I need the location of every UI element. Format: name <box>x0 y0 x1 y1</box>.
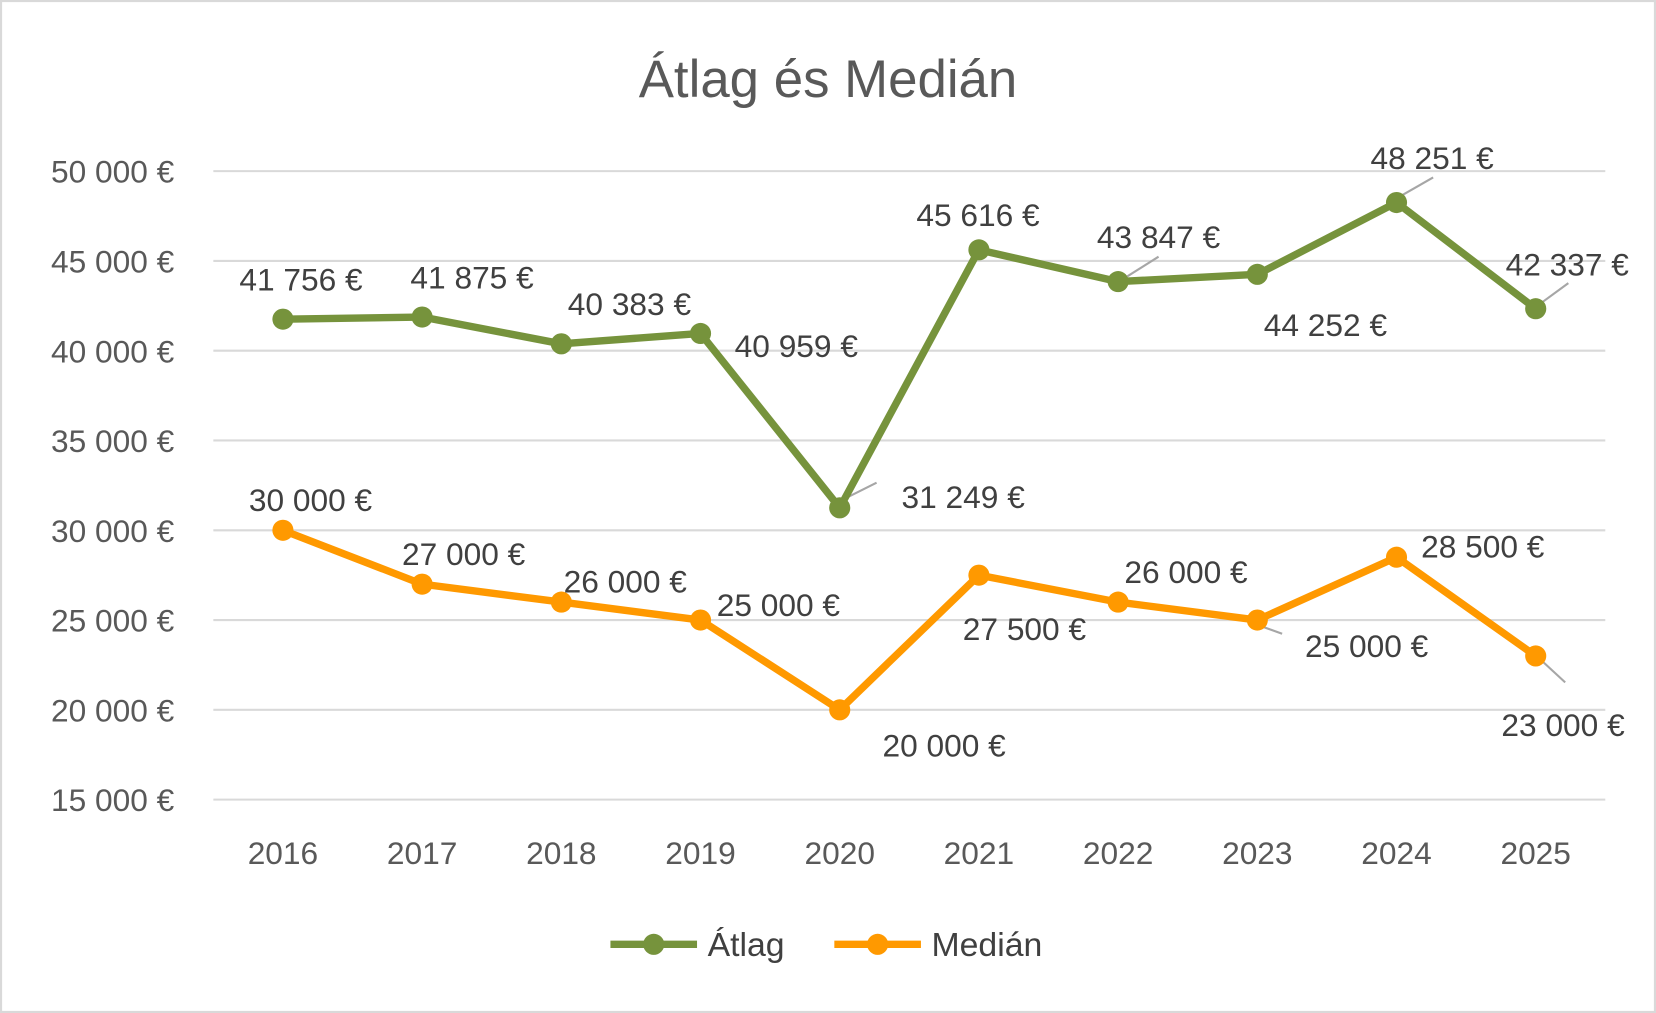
data-label: 26 000 € <box>564 564 688 600</box>
data-point <box>1525 298 1547 320</box>
legend-label: Medián <box>932 926 1043 964</box>
data-label: 40 383 € <box>568 286 692 322</box>
data-point <box>1385 191 1408 214</box>
data-label: 25 000 € <box>1305 628 1429 664</box>
data-label: 48 251 € <box>1370 140 1494 176</box>
data-label: 31 249 € <box>902 479 1026 515</box>
series-line-0 <box>282 198 1538 512</box>
data-label: 43 847 € <box>1097 219 1221 255</box>
x-tick-label: 2017 <box>387 835 457 871</box>
legend-label: Átlag <box>708 926 785 964</box>
data-point <box>968 239 990 261</box>
x-tick-label: 2023 <box>1222 835 1292 871</box>
chart-title: Átlag és Medián <box>639 50 1018 109</box>
data-point <box>1107 271 1129 293</box>
data-point <box>829 497 851 519</box>
data-label: 27 500 € <box>963 611 1087 647</box>
data-label: 41 756 € <box>239 261 363 297</box>
y-tick-label: 35 000 € <box>51 423 175 459</box>
data-point <box>689 322 712 345</box>
y-tick-label: 25 000 € <box>51 603 175 639</box>
data-point <box>1525 645 1547 667</box>
y-tick-label: 20 000 € <box>51 692 175 728</box>
x-tick-label: 2021 <box>944 835 1014 871</box>
data-point <box>272 308 294 330</box>
data-point <box>550 333 572 355</box>
x-tick-label: 2020 <box>804 835 874 871</box>
x-tick-label: 2016 <box>248 835 318 871</box>
leader-line <box>1121 255 1160 281</box>
data-point <box>272 519 294 541</box>
data-label: 30 000 € <box>249 482 373 518</box>
data-label: 42 337 € <box>1506 247 1630 283</box>
data-label: 40 959 € <box>735 328 859 364</box>
data-point <box>689 609 712 631</box>
data-point <box>1246 609 1268 631</box>
data-point <box>411 306 433 328</box>
y-tick-label: 40 000 € <box>51 333 175 369</box>
data-point <box>968 564 990 586</box>
data-label: 44 252 € <box>1264 307 1388 343</box>
data-label: 41 875 € <box>410 259 534 295</box>
data-label: 26 000 € <box>1124 554 1248 590</box>
y-tick-label: 50 000 € <box>51 154 175 190</box>
legend-marker <box>867 933 889 955</box>
data-label: 23 000 € <box>1501 707 1625 743</box>
x-tick-label: 2019 <box>665 835 735 871</box>
data-label: 45 616 € <box>916 197 1040 233</box>
x-tick-label: 2024 <box>1361 835 1431 871</box>
data-point <box>1246 263 1268 285</box>
data-point <box>411 573 433 595</box>
data-point <box>1107 591 1129 613</box>
data-label: 25 000 € <box>717 587 841 623</box>
x-tick-label: 2018 <box>526 835 596 871</box>
data-point <box>1385 546 1408 568</box>
series-line-1 <box>281 526 1538 714</box>
data-label: 20 000 € <box>883 727 1007 763</box>
x-tick-label: 2025 <box>1500 835 1570 871</box>
data-point <box>550 591 572 613</box>
data-label: 28 500 € <box>1421 529 1545 565</box>
legend-marker <box>643 933 665 955</box>
data-point <box>829 699 851 721</box>
y-tick-label: 45 000 € <box>51 244 175 280</box>
x-tick-label: 2022 <box>1083 835 1153 871</box>
y-tick-label: 30 000 € <box>51 513 175 549</box>
data-label: 27 000 € <box>402 536 526 572</box>
y-tick-label: 15 000 € <box>51 782 175 818</box>
